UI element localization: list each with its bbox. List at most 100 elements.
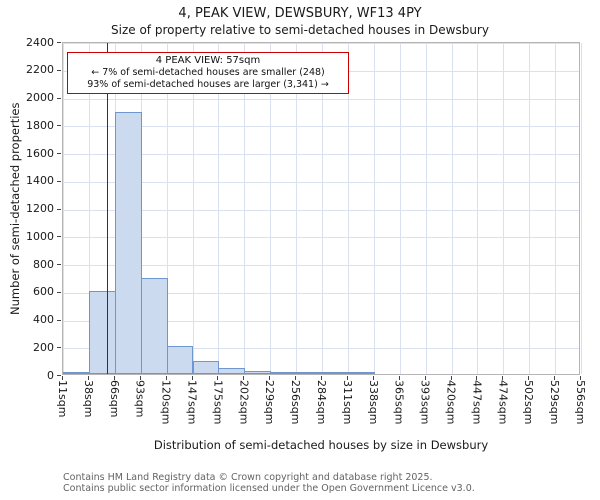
x-tick-label: 502sqm: [522, 380, 536, 425]
y-tick-label: 200: [33, 340, 54, 354]
gridline-vertical: [477, 43, 479, 374]
gridline-vertical: [244, 43, 246, 374]
y-tick-label: 600: [33, 285, 54, 299]
gridline-vertical: [270, 43, 272, 374]
gridline-horizontal: [63, 126, 579, 128]
x-tick-mark: [424, 376, 426, 380]
property-size-marker-line: [106, 43, 109, 374]
x-tick-label: 529sqm: [548, 380, 562, 425]
x-axis-label: Distribution of semi-detached houses by …: [153, 438, 489, 452]
x-tick-label: 474sqm: [496, 380, 510, 425]
x-tick-mark: [62, 376, 63, 380]
y-tick-mark: [57, 42, 61, 43]
y-tick-mark: [57, 375, 61, 376]
gridline-vertical: [399, 43, 401, 374]
y-tick-mark: [57, 319, 61, 321]
x-tick-label: 420sqm: [444, 380, 458, 425]
bar-66sqm: [114, 111, 142, 374]
y-tick-mark: [57, 153, 61, 154]
y-tick-mark: [57, 208, 61, 210]
footer-copyright-line2: Contains public sector information licen…: [63, 482, 475, 494]
y-tick-mark: [57, 347, 61, 349]
x-tick-mark: [372, 376, 374, 380]
x-tick-label: 11sqm: [56, 380, 69, 418]
x-tick-mark: [321, 376, 322, 380]
gridline-horizontal: [63, 209, 579, 211]
x-tick-label: 447sqm: [470, 380, 484, 425]
gridline-vertical: [581, 43, 582, 374]
y-tick-mark: [57, 180, 61, 182]
y-tick-mark: [57, 236, 61, 238]
gridline-vertical: [529, 43, 531, 374]
gridline-horizontal: [63, 98, 579, 100]
gridline-vertical: [347, 43, 349, 374]
bar-311sqm: [347, 372, 375, 374]
x-tick-label: 338sqm: [366, 380, 380, 425]
x-tick-mark: [165, 376, 167, 380]
annotation-smaller-stat: ← 7% of semi-detached houses are smaller…: [91, 67, 325, 78]
y-tick-label: 1000: [26, 229, 54, 243]
footer-copyright-line1: Contains HM Land Registry data © Crown c…: [63, 472, 433, 483]
bar-93sqm: [140, 278, 168, 374]
y-tick-mark: [57, 264, 61, 265]
x-tick-label: 229sqm: [263, 380, 277, 425]
chart-title: 4, PEAK VIEW, DEWSBURY, WF13 4PY: [178, 6, 422, 21]
gridline-vertical: [373, 43, 375, 374]
x-tick-label: 393sqm: [418, 380, 432, 425]
y-tick-label: 2200: [26, 63, 54, 77]
y-tick-label: 2400: [26, 35, 54, 49]
gridline-vertical: [218, 43, 220, 374]
x-tick-mark: [554, 376, 556, 380]
y-tick-mark: [57, 69, 61, 71]
x-tick-mark: [113, 376, 115, 380]
x-tick-mark: [139, 376, 141, 380]
gridline-horizontal: [63, 320, 579, 322]
y-tick-label: 1600: [26, 146, 54, 160]
gridline-vertical: [555, 43, 557, 374]
x-tick-mark: [295, 376, 297, 380]
bar-147sqm: [192, 360, 220, 374]
gridline-vertical: [296, 43, 298, 374]
y-tick-label: 400: [33, 313, 54, 326]
annotation-larger-stat: 93% of semi-detached houses are larger (…: [87, 78, 329, 90]
gridline-vertical: [192, 43, 194, 374]
x-tick-label: 120sqm: [159, 380, 173, 425]
plot-area: 4 PEAK VIEW: 57sqm ← 7% of semi-detached…: [62, 42, 582, 375]
x-tick-mark: [450, 376, 452, 380]
bar-120sqm: [166, 345, 194, 374]
x-tick-label: 38sqm: [81, 380, 95, 418]
x-tick-label: 311sqm: [340, 380, 354, 425]
bar-202sqm: [244, 370, 272, 374]
y-tick-label: 800: [33, 257, 54, 271]
x-tick-mark: [217, 376, 219, 380]
x-tick-mark: [269, 376, 271, 380]
gridline-horizontal: [63, 154, 579, 155]
bar-11sqm: [63, 371, 90, 374]
x-tick-label: 175sqm: [211, 380, 225, 425]
x-tick-mark: [346, 376, 348, 380]
bar-38sqm: [88, 290, 116, 374]
annotation-property-size: 4 PEAK VIEW: 57sqm: [155, 55, 261, 66]
y-tick-mark: [57, 291, 61, 293]
x-tick-mark: [502, 376, 504, 380]
gridline-vertical: [63, 43, 64, 374]
x-tick-mark: [528, 376, 530, 380]
x-tick-label: 93sqm: [133, 380, 147, 418]
y-tick-mark: [57, 125, 61, 127]
annotation-box: 4 PEAK VIEW: 57sqm ← 7% of semi-detached…: [67, 52, 349, 94]
x-tick-label: 256sqm: [289, 380, 303, 425]
gridline-vertical: [166, 43, 168, 374]
x-tick-mark: [87, 376, 89, 380]
x-tick-label: 202sqm: [237, 380, 251, 425]
gridline-horizontal: [63, 265, 579, 266]
gridline-horizontal: [63, 292, 579, 294]
bar-229sqm: [270, 372, 298, 374]
gridline-horizontal: [63, 348, 579, 350]
x-tick-mark: [191, 376, 193, 380]
gridline-horizontal: [63, 237, 579, 239]
y-tick-label: 0: [47, 368, 54, 382]
gridline-vertical: [88, 43, 90, 374]
gridline-horizontal: [63, 181, 579, 183]
x-tick-label: 284sqm: [315, 380, 328, 425]
footer: Contains HM Land Registry data © Crown c…: [63, 472, 475, 494]
